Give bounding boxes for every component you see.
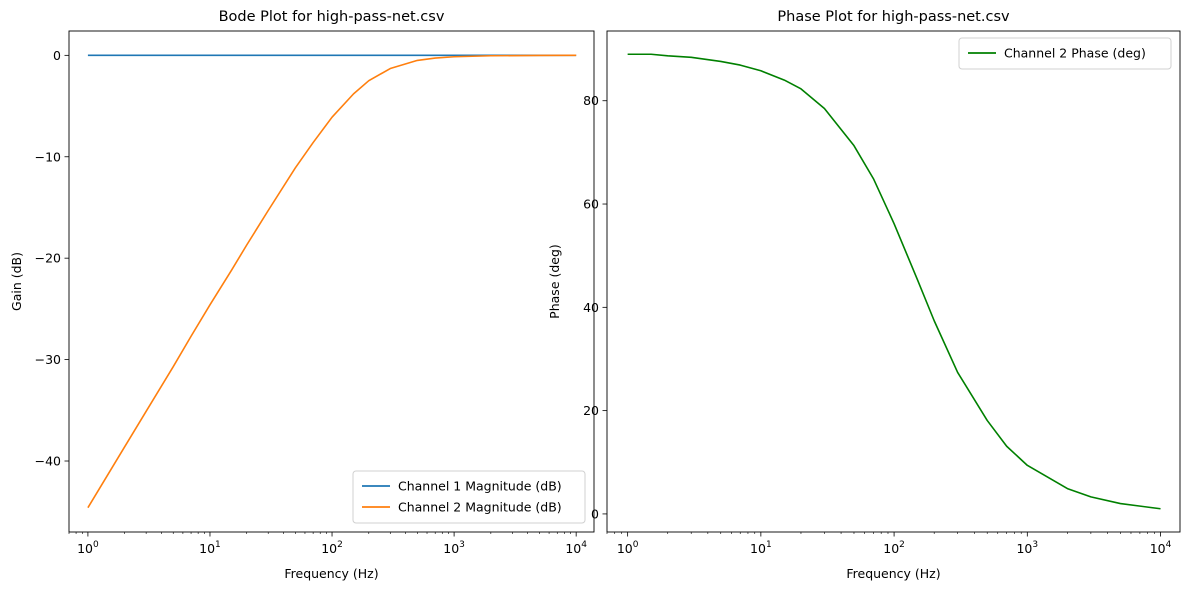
chart-1-title: Bode Plot for high-pass-net.csv (219, 9, 445, 25)
chart-2-y-tick-label: 20 (583, 403, 599, 418)
chart-1-x-axis-label: Frequency (Hz) (284, 566, 378, 581)
chart-2-legend-label: Channel 2 Phase (deg) (1004, 46, 1146, 61)
chart-1-series-2-line (87, 54, 577, 509)
chart-1-legend: Channel 1 Magnitude (dB) Channel 2 Magnit… (352, 470, 586, 524)
chart-2-y-tick-label: 80 (583, 93, 599, 108)
chart-1-x-tick-label: 103 (443, 540, 465, 556)
chart-1-x-tick-label: 100 (77, 540, 99, 556)
chart-1-y-tick-label: −40 (35, 454, 61, 469)
chart-1-y-tick-label: −20 (35, 251, 61, 266)
chart-2-x-tick-label: 103 (1016, 540, 1038, 556)
chart-1-legend-label: Channel 1 Magnitude (dB) (398, 479, 562, 494)
chart-1-y-tick-label: −10 (35, 149, 61, 164)
chart-2-x-tick-label: 102 (883, 540, 905, 556)
chart-2-y-tick-label: 60 (583, 197, 599, 212)
chart-1-x-tick-label: 102 (321, 540, 343, 556)
chart-2-legend-box (958, 37, 1172, 70)
chart-2-x-tick-label: 101 (750, 540, 772, 556)
chart-2-series-1-line (627, 53, 1161, 510)
chart-2-y-tick-label: 40 (583, 300, 599, 315)
chart-2-y-tick-label: 0 (591, 506, 599, 521)
chart-1-legend-box (352, 470, 586, 524)
chart-1-x-tick-label: 101 (199, 540, 221, 556)
chart-1-legend-label: Channel 2 Magnitude (dB) (398, 500, 562, 515)
chart-1-frame (68, 30, 595, 533)
chart-1-x-tick-label: 104 (565, 540, 587, 556)
chart-2-title: Phase Plot for high-pass-net.csv (777, 9, 1010, 25)
chart-1-y-axis-label: Gain (dB) (9, 252, 24, 311)
chart-2-frame (606, 30, 1181, 533)
chart-1: Bode Plot for high-pass-net.csv 100 101 102… (9, 9, 595, 581)
chart-1-y-tick-label: −30 (35, 352, 61, 367)
chart-2-x-axis-label: Frequency (Hz) (846, 566, 940, 581)
chart-2-x-tick-label: 100 (617, 540, 639, 556)
chart-1-y-tick-label: 0 (53, 48, 61, 63)
chart-2-y-axis-label: Phase (deg) (547, 244, 562, 319)
chart-2: Phase Plot for high-pass-net.csv 100 101 10… (547, 9, 1181, 581)
chart-2-x-tick-label: 104 (1150, 540, 1172, 556)
chart-2-legend: Channel 2 Phase (deg) (958, 37, 1172, 70)
